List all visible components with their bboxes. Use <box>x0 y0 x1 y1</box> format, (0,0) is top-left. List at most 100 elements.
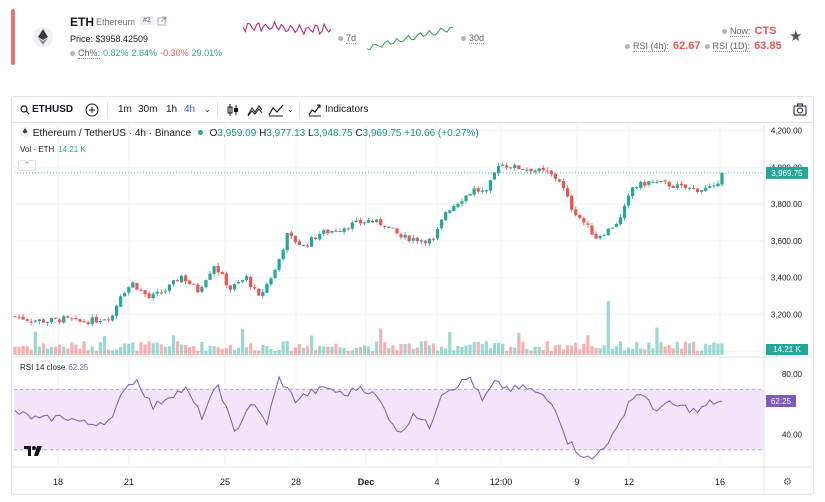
candle-body <box>383 225 387 227</box>
candle-body <box>330 231 334 233</box>
volume-bar <box>179 344 184 355</box>
volume-bar <box>54 346 58 355</box>
candle-body <box>257 288 261 296</box>
price-axis-tick: 4,200.00 <box>771 127 803 136</box>
search-icon[interactable] <box>20 105 30 115</box>
candle-body <box>675 184 679 189</box>
volume-bar <box>484 341 488 355</box>
volume-bar <box>460 346 464 355</box>
candle-body <box>565 188 570 197</box>
indicators-button[interactable]: Indicators <box>325 104 369 115</box>
tradingview-logo-icon[interactable] <box>23 444 43 458</box>
change-line: Ch%: 0.82% 2.64% -0.30% 29.01% <box>70 48 223 59</box>
volume-bar <box>163 346 167 355</box>
candle-body <box>98 321 102 323</box>
interval-4h[interactable]: 4h <box>184 104 196 115</box>
candle-body <box>683 184 688 188</box>
interval-dropdown-chevron-icon[interactable]: ⌄ <box>204 105 211 114</box>
candle-body <box>614 223 618 227</box>
candle-body <box>484 190 488 192</box>
candle-body <box>232 284 237 290</box>
volume-bar <box>281 341 285 355</box>
candle-body <box>82 321 86 323</box>
volume-bar <box>663 346 667 355</box>
candle-body <box>651 181 655 183</box>
settings-icon[interactable]: ⚙ <box>783 477 792 488</box>
candle-body <box>253 287 257 289</box>
volume-bar <box>310 335 314 355</box>
candle-body <box>208 273 212 280</box>
volume-bar <box>505 350 509 355</box>
indicators-icon[interactable] <box>308 103 322 117</box>
candle-body <box>204 280 208 288</box>
volume-bar <box>651 348 655 355</box>
candle-body <box>602 235 606 237</box>
now-label: Now: <box>730 26 751 37</box>
volume-bar <box>533 346 537 355</box>
volume-bar <box>94 350 98 355</box>
coin-symbol[interactable]: ETH <box>70 15 94 29</box>
accent-bar <box>11 9 15 65</box>
candle-body <box>58 319 62 323</box>
candle-body <box>586 223 590 225</box>
volume-bar <box>171 335 176 355</box>
volume-bar <box>496 342 501 355</box>
volume-bar <box>66 348 70 355</box>
candle-body <box>273 269 277 279</box>
volume-bar <box>127 343 131 355</box>
candle-body <box>708 186 712 188</box>
volume-bar <box>49 346 54 355</box>
volume-bar <box>529 350 533 355</box>
change-4: 29.01% <box>191 48 223 58</box>
star-icon[interactable]: ★ <box>789 28 803 45</box>
time-axis-tick: 25 <box>220 477 230 487</box>
candle-body <box>691 188 696 190</box>
rsi-4h-value: 62.67 <box>673 40 701 52</box>
compare-symbols-icon[interactable] <box>247 103 263 117</box>
candle-body <box>305 245 310 247</box>
candle-body <box>342 228 346 232</box>
chart-type-chevron-icon[interactable]: ⌄ <box>287 105 294 114</box>
volume-bar <box>196 350 200 355</box>
candle-body <box>525 169 529 171</box>
candle-body <box>245 276 249 281</box>
volume-bar <box>586 335 590 355</box>
candle-body <box>610 227 614 229</box>
compare-add-icon[interactable] <box>85 103 99 117</box>
candle-body <box>326 229 330 234</box>
camera-snapshot-icon[interactable] <box>793 103 807 116</box>
volume-bar <box>472 342 476 355</box>
price-chart[interactable]: 4,200.004,000.003,800.003,600.003,400.00… <box>12 97 813 494</box>
volume-bar <box>338 347 342 355</box>
external-link-icon[interactable] <box>157 16 167 26</box>
volume-bar <box>21 346 25 355</box>
candle-body <box>281 249 285 260</box>
candle-body <box>549 170 553 175</box>
interval-1m[interactable]: 1m <box>118 104 132 115</box>
volume-bar <box>541 350 545 355</box>
ethereum-logo-icon <box>20 127 30 137</box>
symbol-search-button[interactable]: ETHUSD <box>32 104 74 115</box>
volume-bar <box>582 343 586 355</box>
volume-bar <box>631 348 635 355</box>
candle-body <box>517 165 521 170</box>
candle-body <box>70 318 74 320</box>
chart-type-area-icon[interactable] <box>268 103 284 117</box>
bar-style-candles-icon[interactable] <box>226 103 240 117</box>
volume-bar <box>143 344 147 355</box>
volume-bar <box>675 341 679 355</box>
volume-bar <box>440 346 444 355</box>
interval-30m[interactable]: 30m <box>138 104 158 115</box>
interval-1h[interactable]: 1h <box>166 104 178 115</box>
candle-body <box>269 278 273 285</box>
collapse-legend-button[interactable]: ⌃ <box>18 160 36 171</box>
candle-body <box>86 322 90 325</box>
candle-body <box>25 319 29 321</box>
candle-body <box>285 233 289 251</box>
volume-bar <box>387 348 391 355</box>
candle-body <box>334 230 338 232</box>
candle-body <box>102 319 106 321</box>
volume-bar <box>13 346 17 355</box>
candle-body <box>598 236 602 239</box>
candle-body <box>533 170 537 173</box>
